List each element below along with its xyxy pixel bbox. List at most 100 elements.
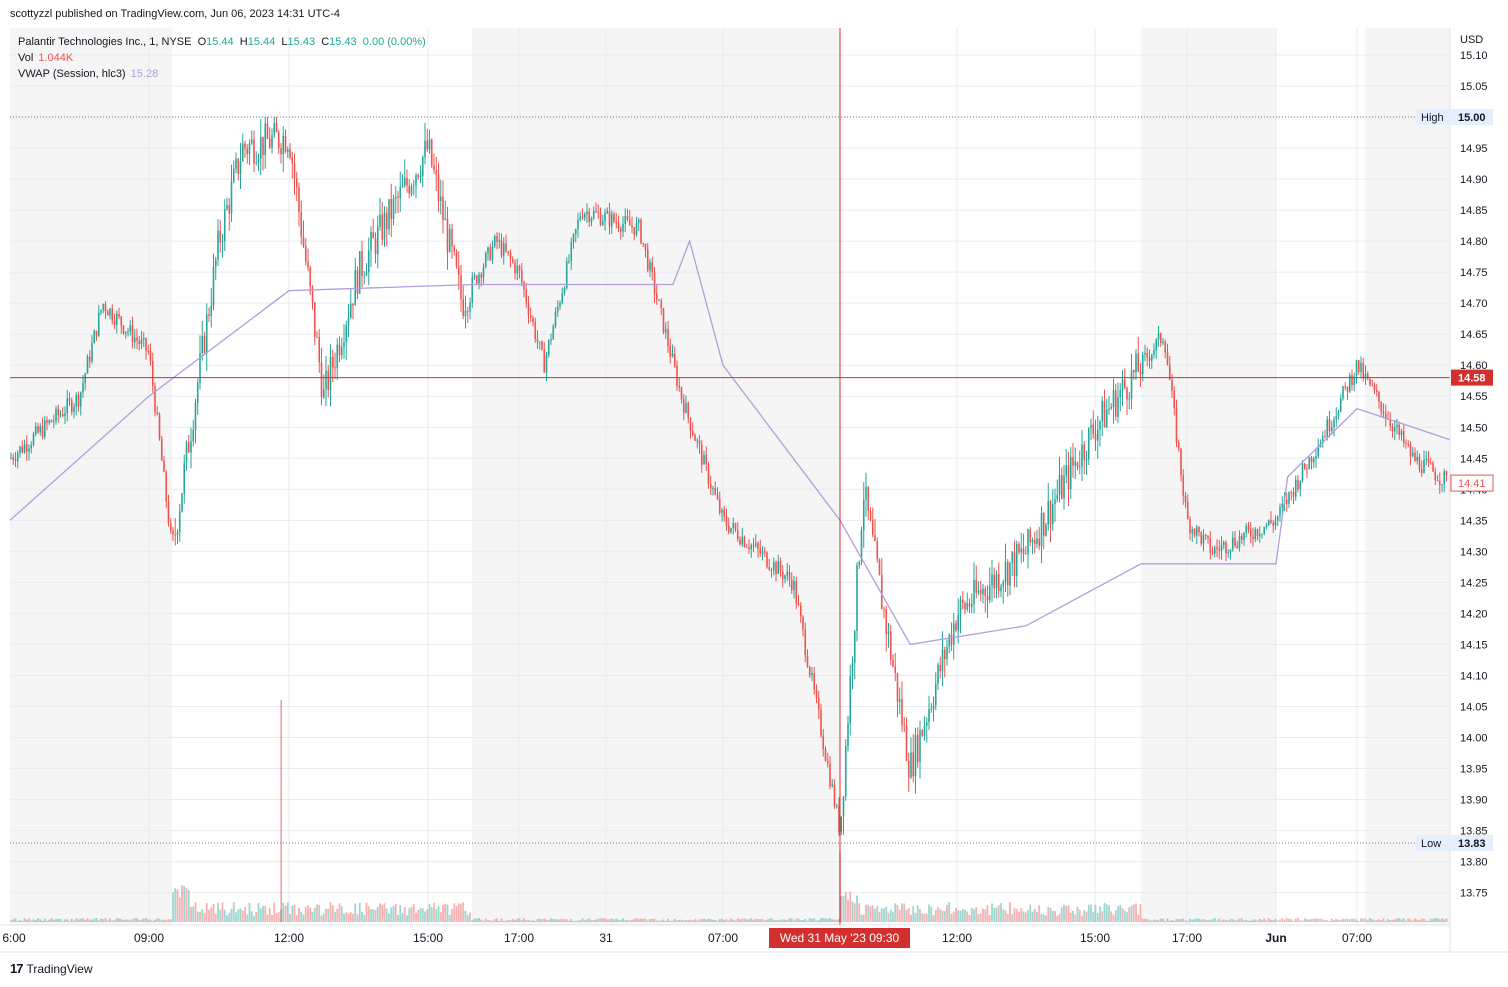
volume-bar: [1346, 918, 1349, 922]
candle-body: [1252, 536, 1254, 540]
volume-bar: [1054, 910, 1056, 922]
volume-bar: [952, 911, 955, 922]
volume-bar: [568, 920, 570, 922]
candle-body: [932, 705, 935, 709]
candle-body: [946, 646, 948, 660]
candle-body: [127, 331, 129, 333]
volume-bar: [768, 918, 771, 922]
volume-bar: [1015, 909, 1018, 922]
price-tick-label: 15.05: [1460, 81, 1488, 93]
extended-hours-shade: [472, 28, 840, 925]
candle-body: [678, 385, 681, 388]
candle-body: [1135, 353, 1137, 373]
candle-body: [32, 434, 35, 446]
candle-body: [599, 213, 602, 226]
candle-body: [851, 662, 854, 676]
candle-body: [106, 311, 109, 316]
candle-body: [104, 303, 107, 312]
candle-body: [1355, 360, 1358, 377]
volume-bar: [437, 906, 440, 922]
candle-body: [129, 325, 132, 332]
volume-bar: [869, 906, 872, 922]
volume-bar: [1168, 920, 1171, 922]
volume-bar: [1240, 918, 1243, 922]
candle-body: [952, 623, 955, 645]
volume-bar: [1398, 918, 1401, 922]
volume-bar: [442, 904, 444, 922]
candle-body: [1177, 442, 1180, 449]
volume-bar: [1099, 906, 1101, 922]
volume-bar: [1288, 918, 1290, 922]
volume-bar: [799, 920, 802, 922]
candle-body: [1099, 421, 1101, 430]
volume-bar: [1396, 918, 1398, 922]
candle-body: [770, 569, 773, 571]
footer-brand[interactable]: 17 TradingView: [10, 961, 93, 976]
volume-bar: [1092, 912, 1095, 922]
candle-body: [156, 412, 159, 414]
candle-body: [412, 185, 415, 187]
candle-body: [1400, 431, 1403, 435]
candle-body: [1348, 375, 1351, 392]
volume-bar: [865, 904, 867, 922]
candle-body: [475, 275, 478, 284]
candle-body: [448, 228, 451, 252]
volume-bar: [1344, 919, 1347, 922]
candle-body: [1247, 525, 1250, 530]
volume-bar: [1438, 919, 1441, 922]
publish-info: scottyzzl published on TradingView.com, …: [10, 8, 340, 20]
candle-body: [66, 398, 69, 414]
volume-bar: [1272, 920, 1275, 922]
volume-bar: [1200, 919, 1203, 922]
volume-bar: [705, 919, 708, 922]
volume-bar: [995, 907, 998, 922]
volume-bar: [59, 918, 62, 922]
volume-bar: [1218, 918, 1221, 922]
volume-bar: [1445, 918, 1448, 922]
candle-body: [649, 262, 651, 271]
volume-bar: [885, 906, 888, 922]
candle-body: [1429, 462, 1432, 464]
volume-bar: [1317, 918, 1320, 922]
volume-bar: [842, 895, 845, 922]
candle-body: [532, 317, 534, 323]
volume-bar: [973, 909, 975, 922]
volume-bar: [788, 918, 791, 922]
volume-bar: [311, 911, 314, 922]
volume-bar: [307, 905, 309, 922]
candle-body: [817, 698, 820, 710]
candle-body: [352, 303, 354, 306]
candle-body: [1303, 463, 1306, 469]
volume-bar: [1155, 920, 1158, 922]
volume-bar: [934, 909, 937, 922]
volume-bar: [1222, 919, 1225, 922]
candle-body: [77, 394, 80, 407]
candle-body: [21, 446, 24, 453]
candle-body: [761, 551, 764, 554]
candle-body: [901, 699, 903, 725]
price-tick-label: 13.90: [1460, 795, 1488, 807]
candle-body: [993, 574, 996, 589]
price-tick-label: 14.15: [1460, 639, 1488, 651]
volume-bar: [268, 907, 271, 922]
volume-bar: [1117, 906, 1119, 922]
volume-bar: [1020, 907, 1023, 922]
volume-bar: [415, 912, 417, 922]
candle-body: [1389, 419, 1392, 426]
candle-body: [394, 196, 397, 199]
candle-body: [1290, 491, 1293, 493]
volume-bar: [1267, 918, 1270, 922]
candle-body: [1335, 416, 1338, 419]
volume-bar: [878, 912, 881, 922]
candle-body: [403, 177, 406, 186]
volume-bar: [613, 919, 615, 922]
candle-body: [626, 216, 629, 220]
candle-body: [286, 149, 289, 152]
volume-bar: [1173, 920, 1176, 922]
volume-bar: [1339, 919, 1342, 922]
volume-bar: [430, 907, 433, 922]
candle-body: [1402, 431, 1405, 443]
candle-body: [754, 543, 757, 546]
volume-bar: [570, 918, 573, 922]
